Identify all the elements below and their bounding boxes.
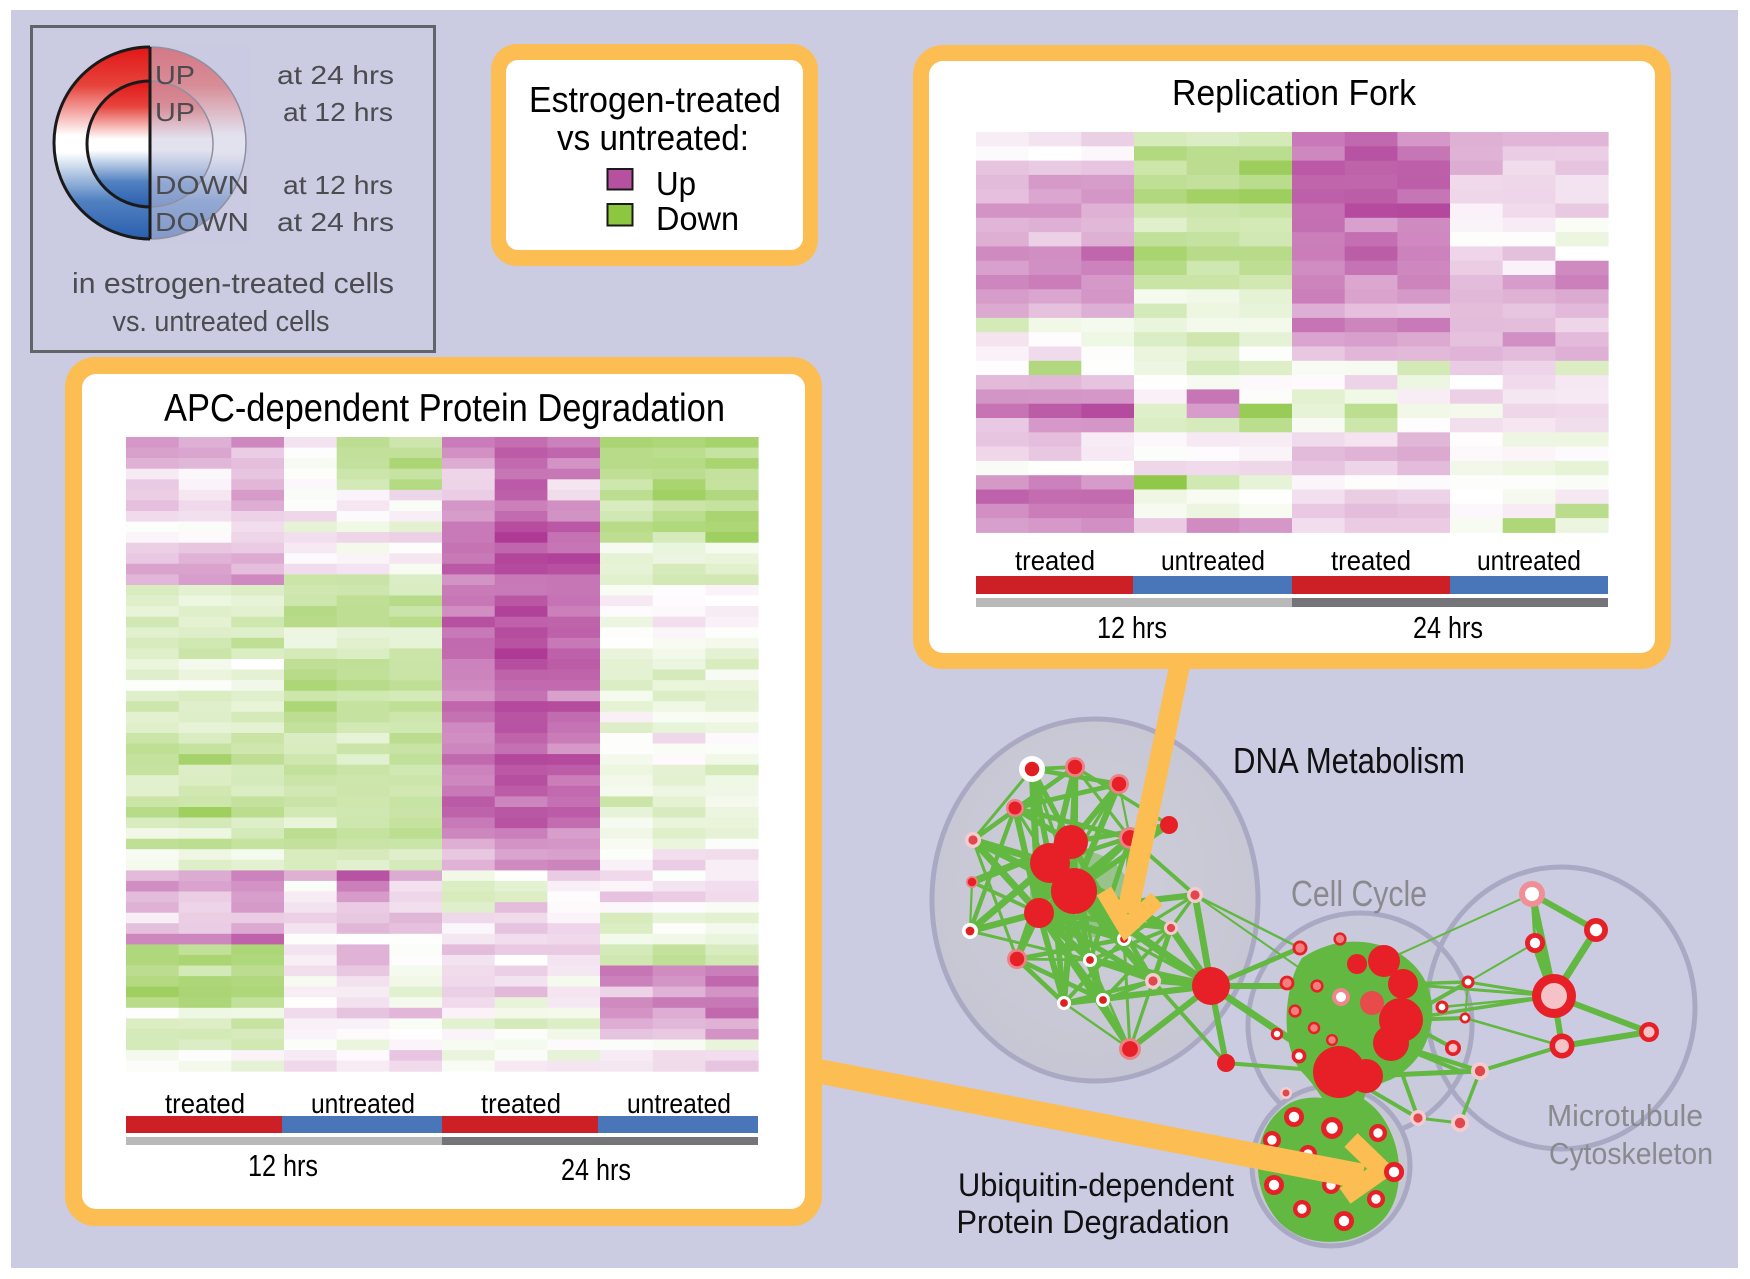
svg-text:24 hrs: 24 hrs: [1413, 610, 1483, 645]
svg-text:treated: treated: [481, 1088, 561, 1119]
svg-text:Cytoskeleton: Cytoskeleton: [1549, 1136, 1713, 1171]
svg-text:12 hrs: 12 hrs: [248, 1148, 318, 1183]
svg-text:Down: Down: [656, 200, 739, 237]
svg-text:treated: treated: [1015, 545, 1095, 576]
svg-text:untreated: untreated: [627, 1088, 731, 1119]
svg-text:DOWN: DOWN: [155, 207, 249, 237]
svg-text:vs untreated:: vs untreated:: [557, 117, 749, 158]
svg-text:untreated: untreated: [1477, 545, 1581, 576]
svg-text:Estrogen-treated: Estrogen-treated: [529, 79, 781, 120]
svg-text:12 hrs: 12 hrs: [1097, 610, 1167, 645]
svg-text:DOWN: DOWN: [155, 170, 249, 200]
svg-text:at 12 hrs: at 12 hrs: [283, 97, 393, 127]
svg-text:vs. untreated cells: vs. untreated cells: [113, 306, 330, 338]
svg-text:at 12 hrs: at 12 hrs: [283, 170, 393, 200]
svg-text:Replication Fork: Replication Fork: [1172, 72, 1417, 113]
svg-text:UP: UP: [155, 97, 195, 127]
svg-text:at 24 hrs: at 24 hrs: [277, 60, 394, 90]
svg-text:DNA Metabolism: DNA Metabolism: [1233, 740, 1465, 781]
svg-text:Cell Cycle: Cell Cycle: [1291, 873, 1427, 914]
svg-text:Up: Up: [656, 165, 696, 202]
svg-text:in estrogen-treated cells: in estrogen-treated cells: [72, 268, 394, 300]
svg-text:24 hrs: 24 hrs: [561, 1152, 631, 1187]
svg-text:untreated: untreated: [1161, 545, 1265, 576]
svg-text:Protein Degradation: Protein Degradation: [957, 1204, 1230, 1240]
svg-text:Microtubule: Microtubule: [1547, 1098, 1703, 1133]
svg-text:untreated: untreated: [311, 1088, 415, 1119]
svg-text:APC-dependent Protein Degradat: APC-dependent Protein Degradation: [164, 387, 725, 430]
svg-text:Ubiquitin-dependent: Ubiquitin-dependent: [958, 1167, 1234, 1203]
svg-text:treated: treated: [165, 1088, 245, 1119]
svg-text:at 24 hrs: at 24 hrs: [277, 207, 394, 237]
svg-text:UP: UP: [155, 60, 195, 90]
svg-text:treated: treated: [1331, 545, 1411, 576]
